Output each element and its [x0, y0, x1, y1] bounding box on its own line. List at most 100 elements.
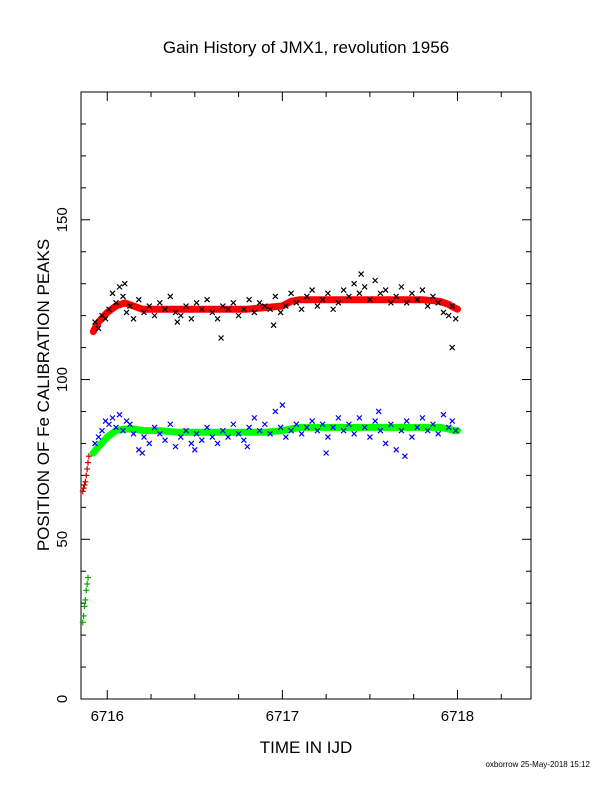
- early-upper-point: [84, 465, 91, 472]
- lower-points-point: [424, 427, 431, 434]
- upper-points-point: [449, 344, 456, 351]
- y-tick-label: 150: [54, 207, 71, 232]
- x-tick-label: 6716: [91, 708, 124, 725]
- lower-points-point: [191, 446, 198, 453]
- lower-points-point: [177, 434, 184, 440]
- lower-points-point: [430, 421, 436, 428]
- lower-points-point: [351, 430, 358, 437]
- early-lower-point: [85, 574, 92, 581]
- upper-points-point: [174, 319, 181, 325]
- lower-points-point: [225, 434, 232, 440]
- upper-points-point: [121, 280, 128, 287]
- upper-points-point: [261, 303, 268, 309]
- lower-points-point: [261, 421, 268, 428]
- upper-points-point: [398, 283, 405, 290]
- upper-points-point: [452, 315, 459, 322]
- upper-points-point: [162, 306, 168, 313]
- lower-points-point: [156, 430, 163, 437]
- early-upper-point: [79, 488, 86, 495]
- upper-points-point: [382, 287, 389, 293]
- lower-points-point: [95, 434, 102, 440]
- upper-points-point: [177, 312, 184, 319]
- early-lower-point: [81, 603, 88, 610]
- early-upper-point: [80, 485, 87, 492]
- upper-points-point: [393, 293, 400, 300]
- lower-points-point: [106, 421, 112, 428]
- upper-points-point: [282, 303, 289, 309]
- upper-points-point: [116, 283, 123, 290]
- lower-points-point: [419, 414, 426, 421]
- upper-points-point: [183, 303, 189, 309]
- lower-points-point: [146, 440, 153, 447]
- lower-points-point: [277, 424, 284, 431]
- lower-points-point: [204, 424, 210, 431]
- lower-points-point: [319, 421, 326, 428]
- lower-fit-curve: [89, 423, 461, 457]
- upper-points-point: [449, 303, 456, 309]
- upper-points-point: [120, 293, 126, 300]
- upper-points-point: [113, 299, 119, 306]
- upper-points-point: [246, 296, 253, 303]
- lower-points-point: [402, 453, 408, 460]
- lower-points-point: [151, 424, 158, 431]
- upper-points-point: [340, 287, 347, 293]
- lower-points-point: [92, 440, 98, 447]
- lower-points-point: [141, 434, 147, 440]
- upper-points-point: [445, 312, 452, 319]
- lower-points-point: [324, 434, 331, 440]
- y-tick-label: 50: [54, 531, 71, 548]
- lower-points-point: [335, 414, 342, 421]
- lower-points-point: [340, 427, 347, 434]
- upper-points-point: [277, 309, 284, 316]
- upper-points-point: [351, 280, 358, 287]
- lower-points-point: [288, 427, 295, 434]
- upper-points-point: [335, 299, 342, 306]
- upper-points-point: [267, 306, 274, 313]
- lower-points-point: [272, 408, 279, 415]
- lower-points-point: [414, 424, 421, 431]
- lower-points-point: [183, 427, 189, 434]
- lower-points-point: [393, 446, 400, 453]
- lower-points-point: [246, 424, 253, 431]
- upper-points-point: [358, 271, 365, 278]
- upper-points-point: [403, 299, 410, 306]
- y-tick-label: 100: [54, 367, 71, 392]
- lower-points-point: [130, 430, 137, 437]
- upper-points-point: [309, 287, 316, 293]
- early-upper-point: [82, 478, 89, 485]
- early-upper-point: [83, 472, 90, 479]
- lower-points-point: [251, 414, 258, 421]
- upper-points-point: [356, 290, 363, 297]
- upper-points-point: [372, 277, 379, 284]
- lower-points-point: [139, 450, 146, 456]
- upper-points-point: [288, 290, 295, 297]
- footer-credit: oxborrow 25-May-2018 15:12: [485, 760, 590, 769]
- early-lower-point: [83, 587, 90, 594]
- lower-points-point: [409, 434, 415, 440]
- lower-points-point: [345, 421, 352, 428]
- upper-points-point: [440, 309, 447, 316]
- lower-points-point: [403, 418, 410, 424]
- lower-points-point: [240, 437, 247, 444]
- upper-points-point: [240, 306, 247, 313]
- early-lower-point: [80, 612, 87, 619]
- x-axis-label: TIME IN IJD: [259, 738, 353, 757]
- upper-points-point: [319, 296, 326, 303]
- upper-points-point: [272, 293, 279, 300]
- lower-points-point: [298, 430, 305, 437]
- upper-points-point: [198, 306, 205, 313]
- lower-points-point: [162, 437, 168, 444]
- upper-points-point: [230, 299, 237, 306]
- upper-points-point: [109, 290, 116, 297]
- lower-points-point: [193, 430, 200, 437]
- early-upper-point: [81, 481, 88, 488]
- upper-points-point: [298, 306, 305, 313]
- lower-points-point: [452, 427, 459, 434]
- lower-points-point: [435, 430, 442, 437]
- upper-points-point: [270, 322, 277, 329]
- upper-points-point: [366, 296, 373, 303]
- lower-points-point: [279, 402, 286, 409]
- lower-points-point: [330, 424, 337, 431]
- upper-points-point: [409, 290, 415, 297]
- lower-points-point: [282, 434, 289, 440]
